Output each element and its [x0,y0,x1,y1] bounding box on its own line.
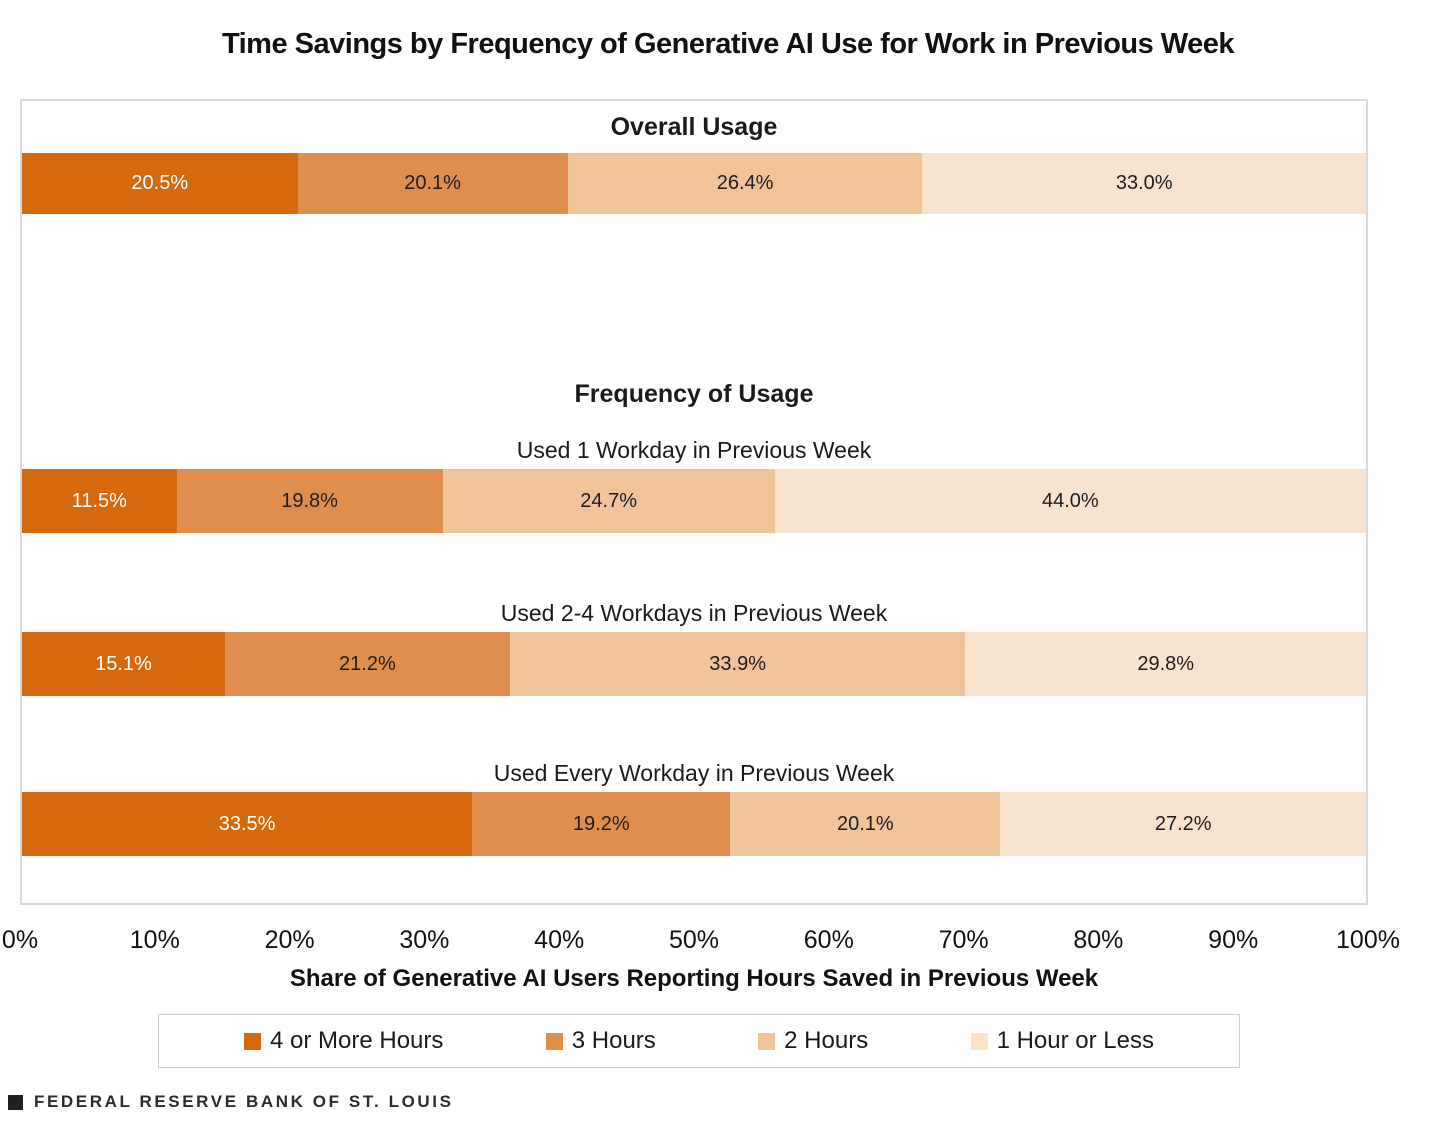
segment-value-label: 29.8% [1137,652,1195,675]
x-axis-tick: 60% [803,926,854,954]
segment-value-label: 11.5% [71,489,127,512]
x-axis-tick: 50% [668,926,720,954]
bar-overall-usage: 20.5% 20.1% 26.4% 33.0% [22,153,1366,214]
bar-segment: 33.0% [922,153,1366,214]
bar-used-every-workday: 33.5% 19.2% 20.1% 27.2% [22,792,1366,856]
x-axis: 0% 10% 20% 30% 40% 50% 60% 70% 80% 90% 100% [2,926,1400,956]
segment-value-label: 26.4% [716,172,774,194]
section-header-overall-usage: Overall Usage [610,113,778,141]
legend-item-3-hours: 3 Hours [545,1027,656,1055]
bar-segment: 20.5% [22,153,298,214]
bar-segment: 20.1% [297,153,568,214]
x-axis-tick: 10% [129,926,180,954]
bar-segment: 33.5% [22,792,473,856]
bar-segment: 44.0% [774,469,1366,533]
legend-swatch-icon [758,1032,776,1050]
legend-item-2-hours: 2 Hours [758,1027,868,1055]
bar-segment: 21.2% [224,632,510,696]
x-axis-tick: 90% [1208,926,1259,954]
legend-swatch-icon [970,1032,988,1050]
chart-title: Time Savings by Frequency of Generative … [221,28,1235,60]
bar-segment: 19.8% [176,469,443,533]
legend-label: 1 Hour or Less [996,1027,1154,1054]
bar-label-used-1-workday: Used 1 Workday in Previous Week [516,437,872,463]
segment-value-label: 20.5% [131,172,189,194]
legend-item-4-or-more-hours: 4 or More Hours [244,1027,443,1055]
x-axis-tick: 70% [938,926,989,954]
segment-value-label: 24.7% [580,489,638,512]
legend-label: 4 or More Hours [270,1027,444,1054]
bar-label-used-2-4-workdays: Used 2-4 Workdays in Previous Week [500,600,888,626]
segment-value-label: 33.0% [1115,172,1173,194]
source-brand-label: FEDERAL RESERVE BANK OF ST. LOUIS [34,1092,454,1111]
legend-swatch-icon [545,1032,563,1050]
legend: 4 or More Hours 3 Hours 2 Hours 1 Hour o… [158,1014,1240,1068]
bar-segment: 24.7% [442,469,775,533]
bar-segment: 19.2% [472,792,731,856]
bar-segment: 20.1% [730,792,1001,856]
stlouis-fed-square-icon [8,1094,23,1110]
segment-value-label: 44.0% [1041,489,1099,512]
segment-value-label: 21.2% [339,652,396,675]
x-axis-tick: 100% [1336,926,1400,954]
source-brand: FEDERAL RESERVE BANK OF ST. LOUIS [8,1092,454,1112]
segment-value-label: 19.2% [572,812,630,835]
bar-segment: 15.1% [22,632,225,696]
bar-segment: 29.8% [965,632,1366,696]
bar-segment: 26.4% [567,153,923,214]
x-axis-title: Share of Generative AI Users Reporting H… [289,965,1099,992]
x-axis-tick: 40% [534,926,585,954]
bar-segment: 33.9% [509,632,966,696]
legend-label: 2 Hours [784,1027,869,1054]
bar-label-used-every-workday: Used Every Workday in Previous Week [493,760,895,786]
legend-item-1-hour-or-less: 1 Hour or Less [970,1027,1154,1055]
x-axis-tick: 80% [1073,926,1124,954]
legend-swatch-icon [244,1032,261,1050]
x-axis-tick: 20% [264,926,315,954]
x-axis-tick: 30% [399,926,450,954]
bar-used-2-4-workdays: 15.1% 21.2% 33.9% 29.8% [22,632,1366,696]
segment-value-label: 33.9% [709,652,767,675]
legend-label: 3 Hours [571,1027,656,1054]
segment-value-label: 15.1% [95,652,152,675]
plot-area: Overall Usage 20.5% 20.1% 26.4% 33.0% Frequ… [20,99,1368,905]
bar-used-1-workday: 11.5% 19.8% 24.7% 44.0% [22,469,1366,533]
section-header-frequency-of-usage: Frequency of Usage [574,380,814,408]
bar-segment: 27.2% [1000,792,1366,856]
segment-value-label: 20.1% [836,812,894,835]
x-axis-tick: 0% [1,926,39,954]
segment-value-label: 33.5% [218,812,276,835]
segment-value-label: 19.8% [281,489,338,512]
segment-value-label: 20.1% [404,172,461,194]
bar-segment: 11.5% [22,469,177,533]
segment-value-label: 27.2% [1154,812,1212,835]
